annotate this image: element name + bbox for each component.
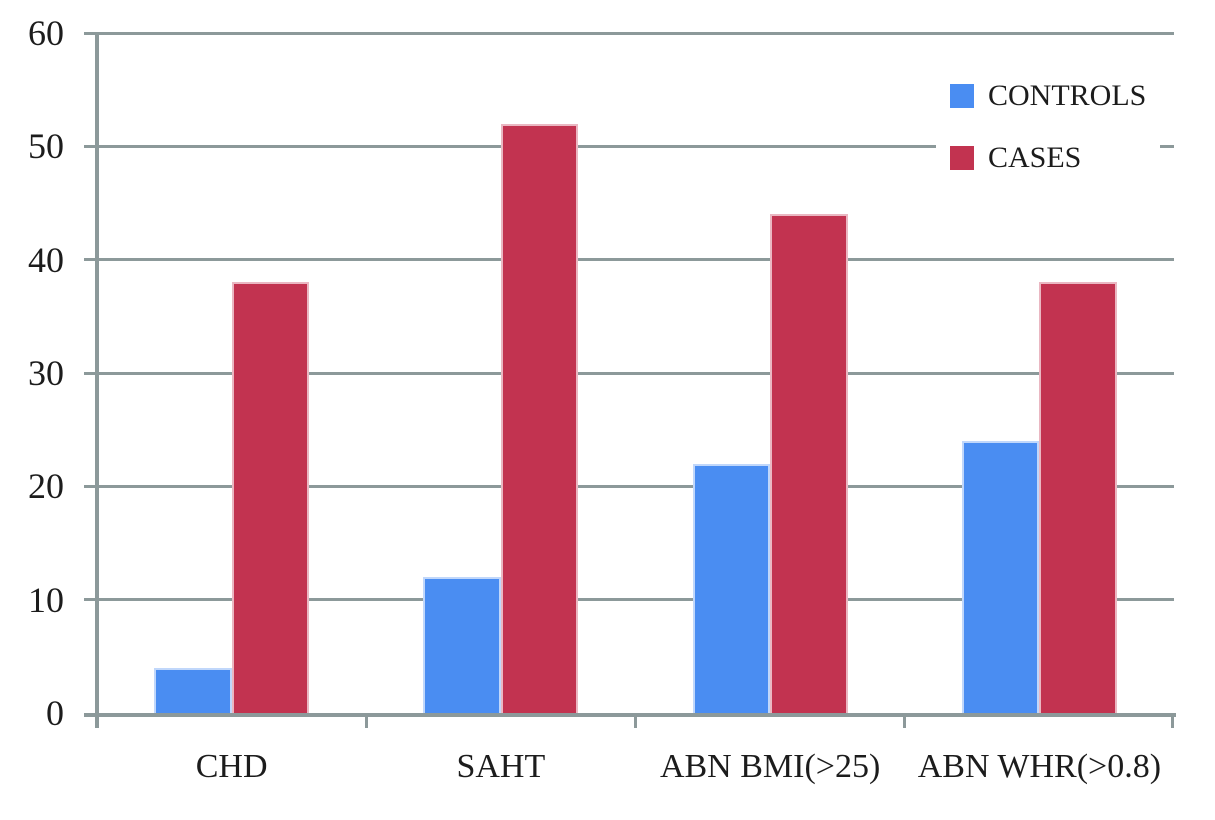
legend-swatch-cases bbox=[950, 146, 974, 170]
bar-cases-4 bbox=[1039, 282, 1117, 713]
y-tick-label-50: 50 bbox=[28, 126, 64, 167]
plot-area bbox=[97, 31, 1174, 713]
y-tick-label-20: 20 bbox=[28, 466, 64, 507]
gridline-y-10 bbox=[97, 598, 1174, 602]
x-tick-2 bbox=[634, 713, 637, 728]
category-label-3: ABN BMI(>25) bbox=[659, 748, 881, 785]
legend-label-controls: CONTROLS bbox=[988, 79, 1147, 112]
bar-controls-3 bbox=[692, 463, 771, 713]
bar-cases-3 bbox=[770, 214, 848, 713]
x-tick-3 bbox=[903, 713, 907, 728]
category-label-1: CHD bbox=[195, 748, 268, 785]
legend: CONTROLS CASES bbox=[936, 70, 1161, 184]
bar-controls-2 bbox=[423, 577, 501, 713]
y-tick-20 bbox=[84, 484, 97, 488]
y-tick-40 bbox=[84, 258, 97, 262]
x-axis-line bbox=[84, 713, 1176, 717]
category-label-2: SAHT bbox=[456, 748, 546, 785]
y-axis-line bbox=[95, 33, 99, 728]
x-tick-1 bbox=[364, 713, 368, 728]
y-tick-label-30: 30 bbox=[28, 353, 64, 393]
y-tick-label-0: 0 bbox=[46, 693, 64, 733]
bar-controls-1 bbox=[154, 667, 232, 713]
y-tick-label-40: 40 bbox=[28, 239, 64, 280]
y-tick-label-60: 60 bbox=[28, 13, 64, 53]
gridline-y-40 bbox=[97, 258, 1174, 262]
gridline-y-20 bbox=[97, 484, 1174, 488]
x-tick-4 bbox=[1171, 713, 1174, 728]
y-tick-60 bbox=[84, 31, 97, 35]
legend-item-cases: CASES bbox=[950, 138, 1146, 178]
y-tick-30 bbox=[84, 371, 97, 375]
legend-swatch-controls bbox=[950, 84, 974, 108]
y-tick-10 bbox=[84, 598, 97, 602]
gridline-y-30 bbox=[97, 371, 1174, 375]
y-tick-50 bbox=[84, 144, 97, 148]
legend-item-controls: CONTROLS bbox=[950, 76, 1146, 116]
bar-cases-2 bbox=[500, 123, 579, 713]
gridline-y-50 bbox=[97, 144, 1174, 148]
y-tick-label-10: 10 bbox=[28, 579, 64, 620]
bar-cases-1 bbox=[231, 282, 310, 713]
bar-controls-4 bbox=[961, 441, 1040, 713]
category-label-4: ABN WHR(>0.8) bbox=[917, 748, 1162, 785]
gridline-y-60 bbox=[97, 31, 1174, 35]
legend-label-cases: CASES bbox=[988, 141, 1082, 174]
